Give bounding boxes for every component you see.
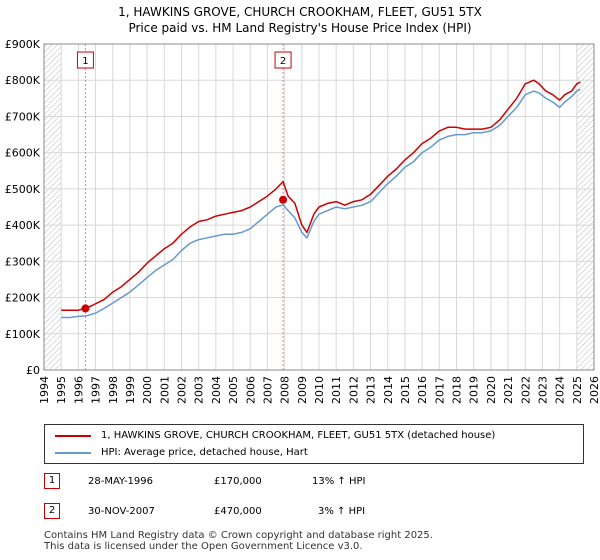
x-tick-label: 1995 bbox=[55, 376, 68, 404]
x-tick-label: 2012 bbox=[347, 376, 360, 404]
transaction-box-1 bbox=[76, 51, 94, 69]
x-tick-label: 2013 bbox=[365, 376, 378, 404]
x-tick-label: 2014 bbox=[382, 376, 395, 404]
transaction-box-label-2: 2 bbox=[280, 56, 286, 67]
x-tick-label: 2016 bbox=[416, 376, 429, 404]
y-tick-label: £400K bbox=[5, 219, 41, 232]
legend-label-property: 1, HAWKINS GROVE, CHURCH CROOKHAM, FLEET… bbox=[101, 430, 496, 441]
attribution-footer: Contains HM Land Registry data © Crown c… bbox=[44, 530, 433, 552]
transaction-hpi-2: 3% ↑ HPI bbox=[318, 506, 366, 517]
y-tick-label: £800K bbox=[5, 74, 41, 87]
transaction-point-1 bbox=[81, 304, 90, 313]
x-tick-label: 2003 bbox=[193, 376, 206, 404]
hatched-region-end bbox=[576, 44, 594, 370]
y-tick-label: £500K bbox=[5, 183, 41, 196]
transaction-box-label-1: 1 bbox=[82, 56, 88, 67]
x-tick-label: 1999 bbox=[124, 376, 137, 404]
x-tick-label: 2002 bbox=[176, 376, 189, 404]
y-tick-label: £0 bbox=[26, 364, 40, 377]
x-tick-label: 2006 bbox=[244, 376, 257, 404]
x-tick-label: 2004 bbox=[210, 376, 223, 404]
series-line-hpi bbox=[61, 88, 581, 319]
footer-line-2: This data is licensed under the Open Gov… bbox=[44, 541, 363, 552]
footer-line-1: Contains HM Land Registry data © Crown c… bbox=[44, 530, 433, 541]
x-tick-label: 1998 bbox=[107, 376, 120, 404]
transaction-point-2 bbox=[279, 195, 288, 204]
legend-label-hpi: HPI: Average price, detached house, Hart bbox=[101, 447, 308, 458]
x-tick-label: 2001 bbox=[158, 376, 171, 404]
transaction-marker-2: 2 bbox=[44, 503, 60, 519]
transaction-marker-1: 1 bbox=[44, 473, 60, 489]
x-tick-label: 2007 bbox=[261, 376, 274, 404]
y-tick-label: £600K bbox=[5, 147, 41, 160]
transaction-hpi-1: 13% ↑ HPI bbox=[312, 476, 366, 487]
x-tick-label: 1994 bbox=[38, 376, 51, 404]
transaction-price-1: £170,000 bbox=[214, 476, 262, 487]
y-tick-label: £700K bbox=[5, 110, 41, 123]
legend-swatch-hpi bbox=[55, 452, 91, 454]
title-line-2: Price paid vs. HM Land Registry's House … bbox=[128, 21, 472, 35]
y-tick-label: £100K bbox=[5, 328, 41, 341]
title-line-1: 1, HAWKINS GROVE, CHURCH CROOKHAM, FLEET… bbox=[118, 5, 482, 19]
x-tick-label: 2019 bbox=[468, 376, 481, 404]
x-tick-label: 2005 bbox=[227, 376, 240, 404]
x-tick-label: 2022 bbox=[519, 376, 532, 404]
x-tick-label: 2026 bbox=[588, 376, 600, 404]
x-tick-label: 2009 bbox=[296, 376, 309, 404]
plot-frame bbox=[43, 43, 595, 371]
x-tick-label: 1997 bbox=[90, 376, 103, 404]
x-tick-label: 2021 bbox=[502, 376, 515, 404]
x-tick-label: 2018 bbox=[451, 376, 464, 404]
hatched-region-start bbox=[44, 44, 62, 370]
chart-title: 1, HAWKINS GROVE, CHURCH CROOKHAM, FLEET… bbox=[0, 4, 600, 36]
transaction-date-2: 30-NOV-2007 bbox=[88, 506, 155, 517]
y-tick-label: £200K bbox=[5, 292, 41, 305]
transaction-price-2: £470,000 bbox=[214, 506, 262, 517]
transaction-box-2 bbox=[274, 51, 292, 69]
legend-swatch-property bbox=[55, 435, 91, 437]
x-tick-label: 1996 bbox=[72, 376, 85, 404]
y-tick-label: £300K bbox=[5, 255, 41, 268]
x-tick-label: 2010 bbox=[313, 376, 326, 404]
x-tick-label: 2011 bbox=[330, 376, 343, 404]
x-tick-label: 2008 bbox=[279, 376, 292, 404]
series-line-property bbox=[61, 79, 581, 311]
y-tick-label: £900K bbox=[5, 38, 41, 51]
transaction-date-1: 28-MAY-1996 bbox=[88, 476, 154, 487]
x-tick-label: 2025 bbox=[571, 376, 584, 404]
x-tick-label: 2017 bbox=[433, 376, 446, 404]
price-chart: £0 £100K £200K £300K £400K £500K £600K £700K £80… bbox=[5, 38, 600, 404]
x-tick-label: 2000 bbox=[141, 376, 154, 404]
x-tick-label: 2015 bbox=[399, 376, 412, 404]
x-tick-label: 2020 bbox=[485, 376, 498, 404]
x-tick-label: 2023 bbox=[536, 376, 549, 404]
chart-legend: 1, HAWKINS GROVE, CHURCH CROOKHAM, FLEET… bbox=[44, 424, 584, 464]
x-tick-label: 2024 bbox=[554, 376, 567, 404]
